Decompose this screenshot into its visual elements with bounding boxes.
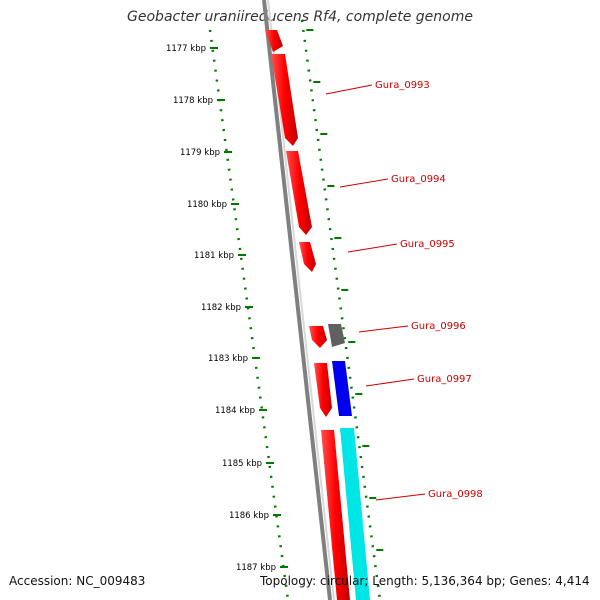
kbp-tick-label: 1179 kbp xyxy=(180,148,220,158)
gene-arrow-gura-0996[interactable] xyxy=(309,326,327,348)
gene-label[interactable]: Gura_0996 xyxy=(411,321,466,332)
gene-arrow-0992[interactable] xyxy=(265,30,283,52)
accession-label: Accession: NC_009483 xyxy=(9,574,146,588)
gene-arrow-gura-0995[interactable] xyxy=(299,242,316,272)
gene-arrow-gura-0998[interactable] xyxy=(321,430,350,600)
gene-callout-line xyxy=(375,493,426,501)
kbp-tick-label: 1184 kbp xyxy=(215,406,255,416)
gene-callout-line xyxy=(365,378,415,387)
gene-arrow-gura-0993[interactable] xyxy=(271,54,298,146)
kbp-tick-label: 1180 kbp xyxy=(187,200,227,210)
gene-arrow-grey[interactable] xyxy=(328,324,345,347)
gene-label[interactable]: Gura_0994 xyxy=(391,174,446,185)
kbp-tick-label: 1181 kbp xyxy=(194,251,234,261)
gene-callout-line xyxy=(325,84,373,95)
kbp-tick-label: 1186 kbp xyxy=(229,511,269,521)
map-title: Geobacter uraniireducens Rf4, complete g… xyxy=(127,9,473,25)
gene-label[interactable]: Gura_0998 xyxy=(428,489,483,500)
kbp-tick-label: 1185 kbp xyxy=(222,459,262,469)
gene-label[interactable]: Gura_0997 xyxy=(417,374,472,385)
gene-arrow-gura-0994[interactable] xyxy=(286,151,312,235)
kbp-tick-label: 1183 kbp xyxy=(208,354,248,364)
gene-label[interactable]: Gura_0995 xyxy=(400,239,455,250)
genome-backbone xyxy=(262,0,332,600)
gene-arrow-gura-0997[interactable] xyxy=(314,363,332,417)
genome-summary: Topology: circular; Length: 5,136,364 bp… xyxy=(260,574,590,588)
kbp-tick-label: 1187 kbp xyxy=(236,563,276,573)
gene-label[interactable]: Gura_0993 xyxy=(375,80,430,91)
gene-callout-line xyxy=(339,178,389,188)
kbp-tick-label: 1178 kbp xyxy=(173,96,213,106)
kbp-tick-label: 1182 kbp xyxy=(201,303,241,313)
gene-callout-line xyxy=(358,325,409,333)
kbp-tick-label: 1177 kbp xyxy=(166,44,206,54)
gene-arrow-cyan[interactable] xyxy=(340,428,370,600)
gene-callout-line xyxy=(347,243,398,253)
gene-arrow-blue[interactable] xyxy=(332,361,352,416)
